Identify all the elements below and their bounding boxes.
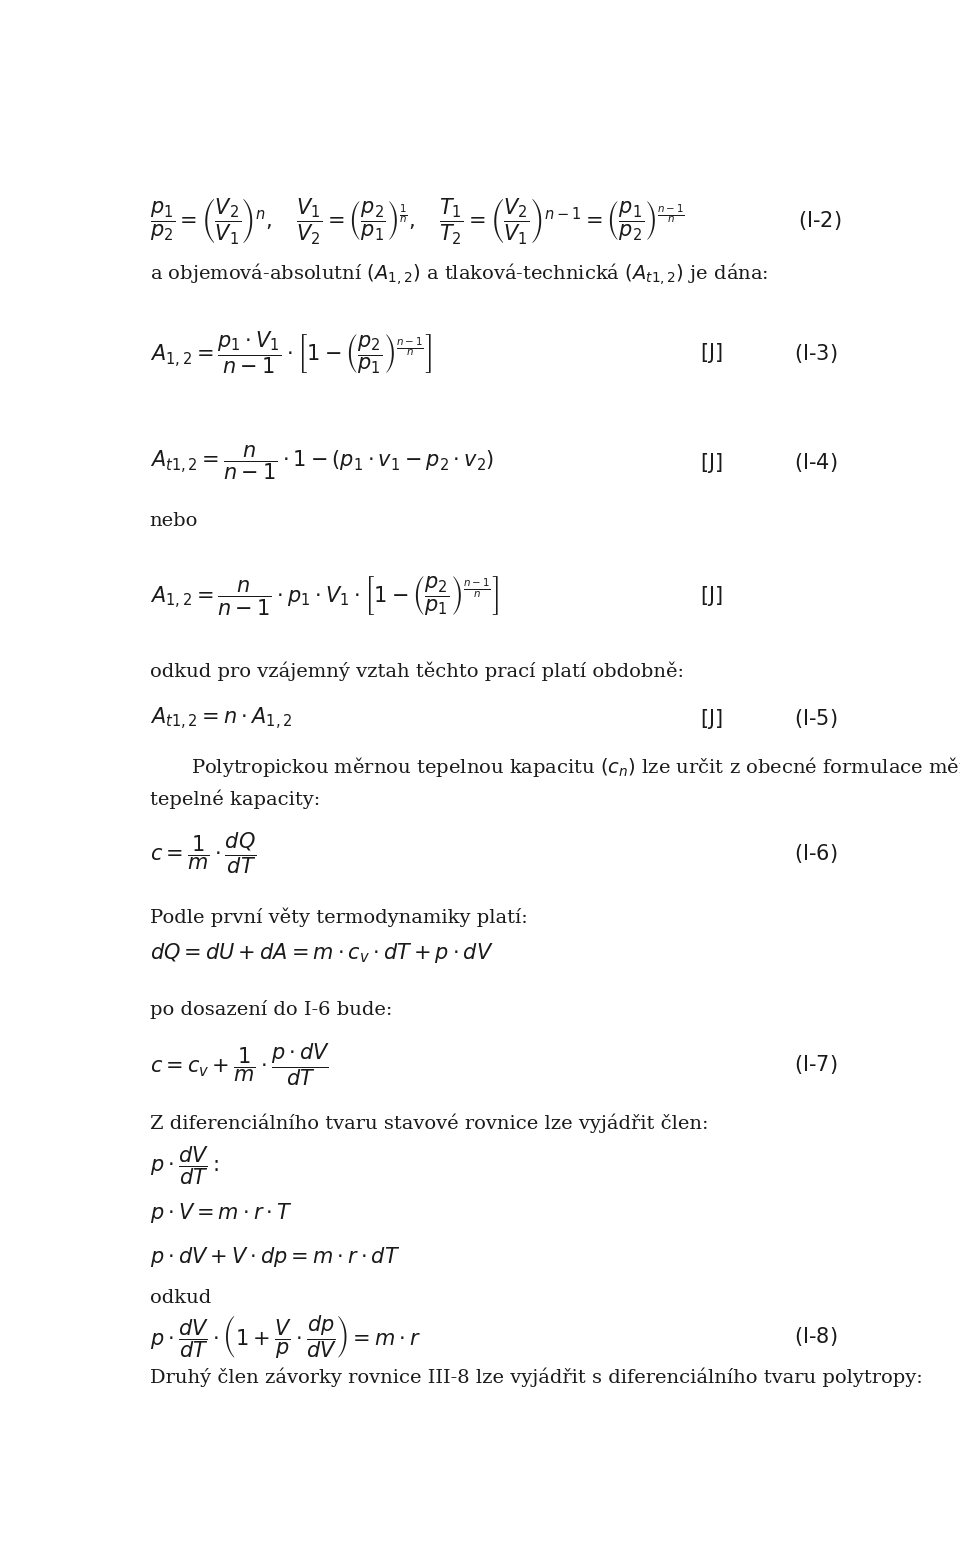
Text: $A_{1,2} = \dfrac{p_1 \cdot V_1}{n-1} \cdot \left[1 - \left(\dfrac{p_2}{p_1}\rig: $A_{1,2} = \dfrac{p_1 \cdot V_1}{n-1} \c… [150, 329, 431, 376]
Text: $c = c_v + \dfrac{1}{m} \cdot \dfrac{p \cdot dV}{dT}$: $c = c_v + \dfrac{1}{m} \cdot \dfrac{p \… [150, 1041, 329, 1088]
Text: $dQ = dU + dA = m \cdot c_v \cdot dT + p \cdot dV$: $dQ = dU + dA = m \cdot c_v \cdot dT + p… [150, 941, 493, 965]
Text: $c = \dfrac{1}{m} \cdot \dfrac{dQ}{dT}$: $c = \dfrac{1}{m} \cdot \dfrac{dQ}{dT}$ [150, 830, 256, 876]
Text: $p \cdot V = m \cdot r \cdot T$: $p \cdot V = m \cdot r \cdot T$ [150, 1200, 292, 1224]
Text: Polytropickou měrnou tepelnou kapacitu $(c_n)$ lze určit z obecné formulace měrn: Polytropickou měrnou tepelnou kapacitu $… [191, 754, 960, 779]
Text: $[\mathrm{J}]$: $[\mathrm{J}]$ [700, 584, 723, 607]
Text: odkud: odkud [150, 1289, 211, 1307]
Text: Druhý člen závorky rovnice III-8 lze vyjádřit s diferenciálního tvaru polytropy:: Druhý člen závorky rovnice III-8 lze vyj… [150, 1367, 923, 1388]
Text: nebo: nebo [150, 512, 198, 531]
Text: po dosazení do I-6 bude:: po dosazení do I-6 bude: [150, 1001, 392, 1019]
Text: $[\mathrm{J}]$: $[\mathrm{J}]$ [700, 342, 723, 365]
Text: $[\mathrm{J}]$: $[\mathrm{J}]$ [700, 707, 723, 731]
Text: $A_{1,2} = \dfrac{n}{n-1} \cdot p_1 \cdot V_1 \cdot \left[1 - \left(\dfrac{p_2}{: $A_{1,2} = \dfrac{n}{n-1} \cdot p_1 \cdo… [150, 574, 498, 618]
Text: $(\mathrm{I}\text{-}8)$: $(\mathrm{I}\text{-}8)$ [794, 1325, 837, 1347]
Text: a objemová-absolutní $(A_{1,2})$ a tlaková-technická $(A_{t1,2})$ je dána:: a objemová-absolutní $(A_{1,2})$ a tlako… [150, 261, 768, 287]
Text: $A_{t1,2} = n \cdot A_{1,2}$: $A_{t1,2} = n \cdot A_{1,2}$ [150, 706, 292, 732]
Text: $(\mathrm{I}\text{-}5)$: $(\mathrm{I}\text{-}5)$ [794, 707, 837, 731]
Text: odkud pro vzájemný vztah těchto prací platí obdobně:: odkud pro vzájemný vztah těchto prací pl… [150, 662, 684, 682]
Text: $[\mathrm{J}]$: $[\mathrm{J}]$ [700, 451, 723, 475]
Text: $(\mathrm{I}\text{-}7)$: $(\mathrm{I}\text{-}7)$ [794, 1054, 837, 1076]
Text: Z diferenciálního tvaru stavové rovnice lze vyjádřit člen:: Z diferenciálního tvaru stavové rovnice … [150, 1115, 708, 1133]
Text: $(\mathrm{I}\text{-}6)$: $(\mathrm{I}\text{-}6)$ [794, 841, 837, 865]
Text: $p \cdot dV + V \cdot dp = m \cdot r \cdot dT$: $p \cdot dV + V \cdot dp = m \cdot r \cd… [150, 1246, 400, 1269]
Text: $\dfrac{p_1}{p_2} = \left(\dfrac{V_2}{V_1}\right)^{n},\quad \dfrac{V_1}{V_2} = \: $\dfrac{p_1}{p_2} = \left(\dfrac{V_2}{V_… [150, 197, 684, 247]
Text: Podle první věty termodynamiky platí:: Podle první věty termodynamiky platí: [150, 907, 527, 927]
Text: tepelné kapacity:: tepelné kapacity: [150, 790, 320, 809]
Text: $(\mathrm{I}\text{-}4)$: $(\mathrm{I}\text{-}4)$ [794, 451, 837, 475]
Text: $(\mathrm{I}\text{-}3)$: $(\mathrm{I}\text{-}3)$ [794, 342, 837, 365]
Text: $(\mathrm{I}\text{-}2)$: $(\mathrm{I}\text{-}2)$ [798, 209, 841, 233]
Text: $p \cdot \dfrac{dV}{dT}:$: $p \cdot \dfrac{dV}{dT}:$ [150, 1144, 219, 1186]
Text: $A_{t1,2} = \dfrac{n}{n-1} \cdot 1 - \left(p_1 \cdot v_1 - p_2 \cdot v_2\right)$: $A_{t1,2} = \dfrac{n}{n-1} \cdot 1 - \le… [150, 443, 494, 482]
Text: $p \cdot \dfrac{dV}{dT} \cdot \left(1 + \dfrac{V}{p} \cdot \dfrac{dp}{dV}\right): $p \cdot \dfrac{dV}{dT} \cdot \left(1 + … [150, 1313, 420, 1360]
